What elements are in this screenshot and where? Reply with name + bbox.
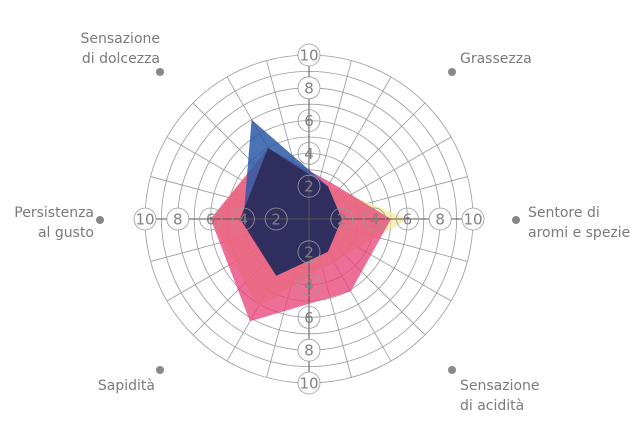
category-dot [448,366,456,374]
tick-label: 8 [304,342,314,360]
tick-label: 8 [304,79,314,97]
tick-label: 10 [299,375,318,393]
tick-badge [297,43,321,67]
tick-label: 4 [304,276,314,294]
tick-badge [297,273,321,297]
tick-label: 2 [304,243,314,261]
tick-label: 10 [299,47,318,65]
tick-label: 6 [206,211,216,229]
category-dot [448,68,456,76]
category-label-text: Grassezza [460,51,532,67]
category-label-5: Sensazione di acidità [448,366,540,414]
tick-label: 6 [304,309,314,327]
tick-label: 2 [304,178,314,196]
tick-label: 6 [403,211,413,229]
category-dot [156,366,164,374]
tick-label: 8 [435,211,445,229]
axis-ticks: 2 4 6 8 10 2 4 6 8 10 2 4 6 8 10 2 4 6 8 10 [133,43,485,395]
tick-badge [461,207,485,231]
category-label-2: Sensazione di dolcezza [80,31,164,76]
category-label-3: Persistenza al gusto [14,205,104,241]
category-dot [512,216,520,224]
category-label-1: Grassezza [448,51,532,76]
tick-label: 2 [271,211,281,229]
category-label-text: Sensazione [460,378,540,394]
tick-label: 4 [370,211,380,229]
tick-label: 4 [239,211,249,229]
category-label-text: al gusto [38,225,94,241]
category-label-text: Sapidità [98,378,155,394]
tick-badge [297,76,321,100]
tick-label: 10 [463,211,482,229]
category-label-text: aromi e spezie [528,225,630,241]
tick-badge [297,305,321,329]
tick-badge [199,207,223,231]
tick-badge [363,207,387,231]
category-label-0: Sentore di aromi e spezie [512,205,630,241]
category-label-text: Sensazione [80,31,160,47]
tick-badge [395,207,419,231]
category-labels: Sentore di aromi e spezie Grassezza Sensazi… [14,31,630,414]
tick-badge [133,207,157,231]
category-label-text: Persistenza [14,205,94,221]
tick-badge [297,174,321,198]
tick-badge [297,371,321,395]
tick-badge [297,338,321,362]
category-label-text: di dolcezza [82,51,160,67]
category-dot [96,216,104,224]
tick-badge [297,109,321,132]
category-dot [156,68,164,76]
tick-badge [231,207,255,231]
tick-badge [297,141,321,165]
tick-badge [330,207,354,231]
tick-badge [166,207,190,231]
tick-label: 8 [173,211,183,229]
tick-badge [428,207,452,231]
tick-label: 6 [304,112,314,130]
category-label-text: di acidità [460,398,524,414]
tick-badge [297,240,321,264]
category-label-text: Sentore di [528,205,600,221]
tick-label: 2 [337,211,347,229]
category-label-4: Sapidità [98,366,164,394]
tick-label: 4 [304,145,314,163]
tick-label: 10 [135,211,154,229]
tick-badge [264,207,288,231]
